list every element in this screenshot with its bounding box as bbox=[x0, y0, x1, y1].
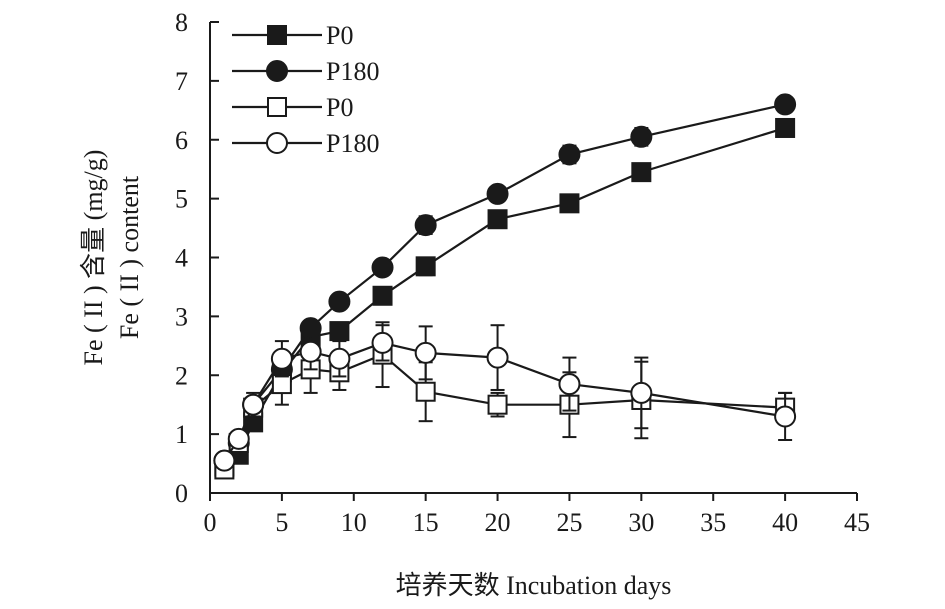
data-point bbox=[414, 341, 437, 364]
data-point bbox=[775, 117, 796, 138]
plot-area bbox=[213, 93, 797, 480]
y-axis-title: Fe ( II ) 含量 (mg/g) Fe ( II ) content bbox=[79, 150, 144, 366]
data-point bbox=[487, 209, 508, 230]
data-point bbox=[242, 393, 265, 416]
y-tick-label: 7 bbox=[175, 67, 188, 96]
data-point bbox=[630, 381, 653, 404]
legend-item-3: P180 bbox=[232, 129, 379, 158]
legend: P0 P180 P0 P180 bbox=[232, 21, 379, 158]
series-line bbox=[223, 126, 786, 468]
legend-label: P0 bbox=[326, 21, 353, 50]
data-point bbox=[372, 285, 393, 306]
x-axis-title: 培养天数 Incubation days bbox=[396, 571, 672, 600]
y-tick-label: 2 bbox=[175, 361, 188, 390]
data-point bbox=[486, 346, 509, 369]
data-point bbox=[631, 162, 652, 183]
x-tick-label: 20 bbox=[485, 508, 511, 537]
series-0 bbox=[214, 117, 796, 477]
x-tick-label: 35 bbox=[700, 508, 726, 537]
data-point bbox=[774, 93, 797, 116]
data-point bbox=[227, 427, 250, 450]
legend-marker bbox=[267, 97, 287, 117]
data-point bbox=[559, 193, 580, 214]
y-tick-label: 5 bbox=[175, 185, 188, 214]
x-tick-label: 5 bbox=[275, 508, 288, 537]
data-point bbox=[328, 290, 351, 313]
data-point bbox=[371, 256, 394, 279]
data-point bbox=[371, 331, 394, 354]
x-tick-label: 0 bbox=[204, 508, 217, 537]
data-point bbox=[328, 347, 351, 370]
data-point bbox=[630, 125, 653, 148]
data-point bbox=[299, 340, 322, 363]
legend-marker bbox=[267, 25, 287, 45]
data-point bbox=[415, 256, 436, 277]
y-tick-label: 8 bbox=[175, 8, 188, 37]
x-tick-label: 45 bbox=[844, 508, 870, 537]
legend-item-2: P0 bbox=[232, 93, 353, 122]
y-tick-label: 0 bbox=[175, 479, 188, 508]
legend-label: P180 bbox=[326, 129, 379, 158]
y-tick-label: 6 bbox=[175, 126, 188, 155]
data-point bbox=[213, 449, 236, 472]
data-point bbox=[329, 321, 350, 342]
y-axis-title-line2: Fe ( II ) content bbox=[115, 175, 144, 339]
x-ticks: 0 5 10 15 20 25 30 35 40 45 bbox=[204, 493, 870, 537]
legend-label: P0 bbox=[326, 93, 353, 122]
legend-item-1: P180 bbox=[232, 57, 379, 86]
y-tick-label: 1 bbox=[175, 420, 188, 449]
x-tick-label: 15 bbox=[413, 508, 439, 537]
x-tick-label: 40 bbox=[772, 508, 798, 537]
y-axis-title-line1: Fe ( II ) 含量 (mg/g) bbox=[79, 150, 108, 366]
y-tick-label: 4 bbox=[175, 244, 188, 273]
data-point bbox=[271, 374, 292, 395]
data-point bbox=[558, 373, 581, 396]
data-point bbox=[414, 214, 437, 237]
data-point bbox=[486, 182, 509, 205]
x-tick-label: 25 bbox=[556, 508, 582, 537]
data-point bbox=[487, 394, 508, 415]
y-tick-label: 3 bbox=[175, 302, 188, 331]
legend-marker bbox=[266, 132, 288, 154]
legend-item-0: P0 bbox=[232, 21, 353, 50]
x-tick-label: 10 bbox=[341, 508, 367, 537]
y-ticks: 0 1 2 3 4 5 6 7 8 bbox=[175, 8, 219, 508]
data-point bbox=[415, 381, 436, 402]
data-point bbox=[558, 143, 581, 166]
data-point bbox=[270, 347, 293, 370]
legend-marker bbox=[266, 60, 288, 82]
data-point bbox=[774, 405, 797, 428]
series-3 bbox=[213, 324, 797, 472]
x-tick-label: 30 bbox=[628, 508, 654, 537]
legend-label: P180 bbox=[326, 57, 379, 86]
